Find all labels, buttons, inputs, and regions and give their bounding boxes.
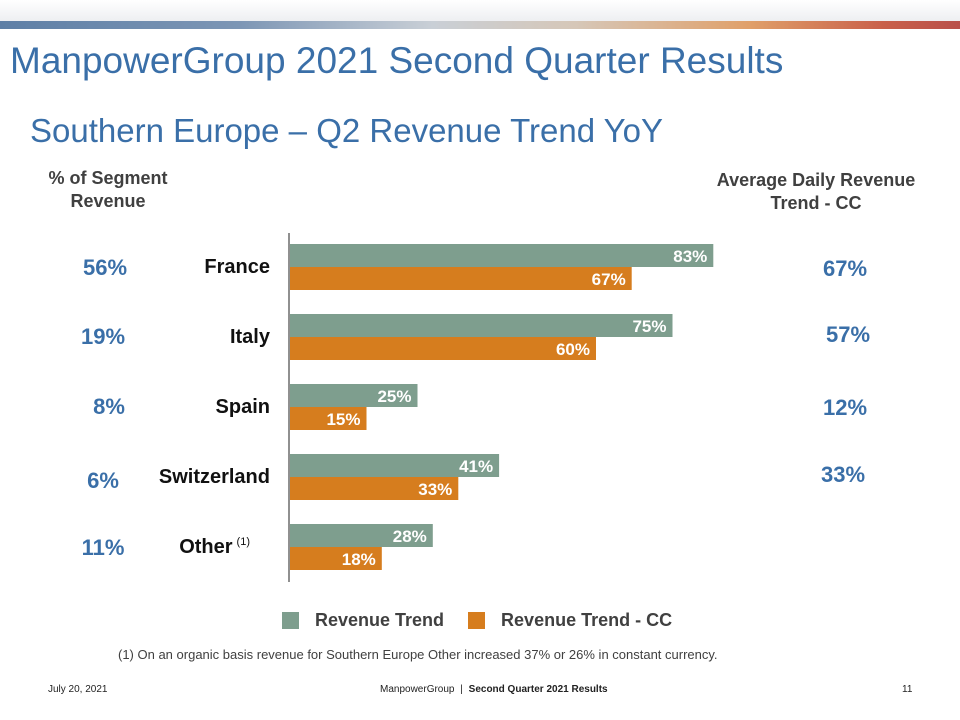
adr-cc-switzerland: 33%	[820, 462, 866, 487]
chart-legend: Revenue Trend Revenue Trend - CC	[282, 610, 696, 631]
legend-item-revenue-trend: Revenue Trend	[282, 610, 444, 631]
category-label-switzerland: Switzerland	[158, 466, 270, 488]
bar-revenue-trend-other	[290, 524, 433, 547]
legend-label-revenue-trend: Revenue Trend	[315, 610, 445, 630]
footer-center: ManpowerGroup | Second Quarter 2021 Resu…	[380, 684, 608, 695]
bar-revenue-trend-cc-france	[290, 267, 632, 290]
adr-cc-france: 67%	[822, 256, 868, 281]
footnote-marker: (1)	[236, 536, 250, 549]
bar-label-revenue-trend-switzerland: 41%	[459, 457, 493, 476]
legend-label-revenue-trend-cc: Revenue Trend - CC	[501, 610, 673, 630]
bar-label-revenue-trend-italy: 75%	[632, 317, 666, 336]
legend-swatch-revenue-trend	[282, 612, 299, 629]
bar-revenue-trend-cc-other	[290, 547, 382, 570]
top-decoration-fade	[0, 0, 960, 21]
bar-revenue-trend-switzerland	[290, 454, 500, 477]
segment-pct-other: 11%	[81, 535, 125, 560]
segment-pct-italy: 19%	[80, 324, 126, 349]
adr-cc-italy: 57%	[825, 322, 871, 347]
bar-revenue-trend-france	[290, 244, 714, 267]
segment-pct-switzerland: 6%	[87, 468, 119, 493]
footer-separator: |	[460, 684, 463, 695]
segment-revenue-header: % of Segment Revenue	[48, 168, 168, 211]
category-label-france: France	[204, 256, 270, 278]
bar-label-revenue-trend-cc-spain: 15%	[326, 410, 360, 429]
bar-revenue-trend-cc-italy	[290, 337, 596, 360]
bar-revenue-trend-cc-switzerland	[290, 477, 459, 500]
bar-revenue-trend-cc-spain	[290, 407, 367, 430]
footer-date: July 20, 2021	[48, 684, 108, 695]
footnote: (1) On an organic basis revenue for Sout…	[118, 647, 718, 662]
legend-swatch-revenue-trend-cc	[468, 612, 486, 629]
bar-label-revenue-trend-other: 28%	[393, 527, 427, 546]
page-title: ManpowerGroup 2021 Second Quarter Result…	[10, 40, 784, 81]
footer-company: ManpowerGroup	[380, 684, 455, 695]
segment-pct-france: 56%	[82, 255, 128, 280]
bar-label-revenue-trend-spain: 25%	[377, 387, 411, 406]
footer-page-number: 11	[902, 684, 913, 695]
bar-revenue-trend-italy	[290, 314, 673, 337]
segment-pct-spain: 8%	[93, 394, 125, 419]
adr-cc-spain: 12%	[822, 395, 868, 420]
bar-label-revenue-trend-cc-other: 18%	[342, 550, 376, 569]
footer-report: Second Quarter 2021 Results	[468, 684, 608, 695]
top-decoration-bar	[0, 21, 960, 29]
legend-item-revenue-trend-cc: Revenue Trend - CC	[468, 610, 672, 631]
category-label-other: Other (1)	[50, 536, 250, 559]
bar-label-revenue-trend-cc-france: 67%	[592, 270, 626, 289]
bar-label-revenue-trend-cc-italy: 60%	[556, 340, 590, 359]
category-label-spain: Spain	[215, 396, 270, 418]
bar-revenue-trend-spain	[290, 384, 418, 407]
bar-label-revenue-trend-france: 83%	[673, 247, 707, 266]
adr-trend-header: Average Daily Revenue Trend - CC	[716, 170, 916, 213]
slide-subtitle: Southern Europe – Q2 Revenue Trend YoY	[30, 112, 663, 149]
category-label-other-text: Other	[179, 536, 233, 558]
category-label-italy: Italy	[229, 326, 270, 348]
bar-label-revenue-trend-cc-switzerland: 33%	[418, 480, 452, 499]
